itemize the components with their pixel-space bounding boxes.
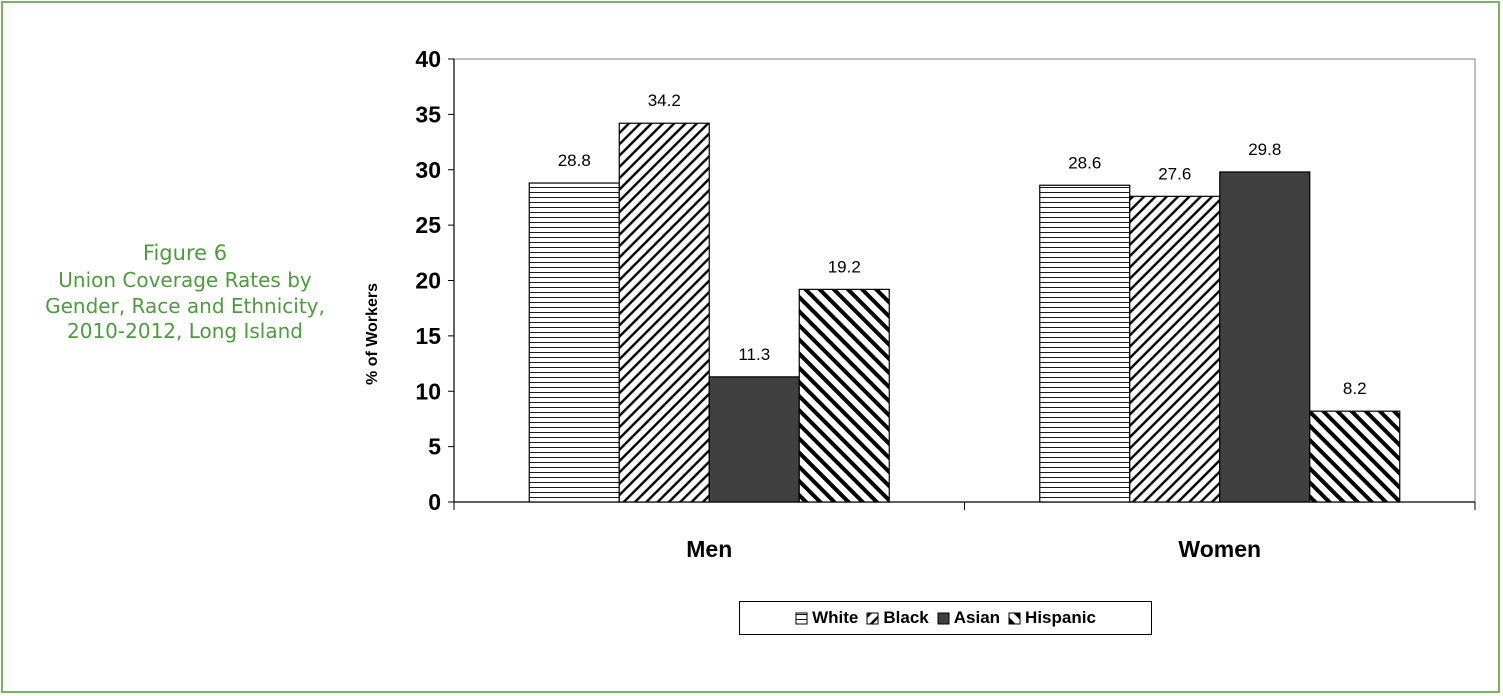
y-tick-label: 25 [415,212,441,238]
data-label: 29.8 [1248,140,1281,159]
legend-label: White [812,608,859,627]
data-label: 28.8 [558,151,591,170]
bar-black-men [618,122,710,503]
data-label: 8.2 [1343,379,1367,398]
legend-item-asian: Asian [937,608,1000,628]
legend-swatch [1008,612,1021,624]
legend-label: Hispanic [1025,608,1096,627]
figure-number: Figure 6 [142,241,228,265]
y-tick-label: 35 [415,101,441,127]
bar-black-women [1129,195,1221,503]
bar-hispanic-men [798,288,890,503]
data-label: 27.6 [1158,164,1191,183]
chart-legend: White Black Asian Hispanic [739,601,1152,635]
data-label: 19.2 [828,257,861,276]
data-label: 34.2 [648,91,681,110]
x-axis: Men Women [453,501,1476,562]
bar-hispanic-women [1309,410,1401,503]
bar-asian-men [708,376,800,503]
y-tick-label: 10 [415,378,441,404]
legend-swatch [795,612,808,624]
x-category-label: Men [686,536,732,562]
legend-item-white: White [795,608,858,628]
data-labels-group: 28.8 34.2 11.3 19.2 28.6 27.6 29.8 8.2 [558,91,1367,398]
y-tick-label: 5 [428,434,441,460]
y-tick-label: 30 [415,157,441,183]
y-axis-label: % of Workers [364,283,381,385]
legend-label: Asian [953,608,1001,627]
y-tick-label: 15 [415,323,441,349]
data-label: 11.3 [738,345,770,364]
figure-caption: Figure 6 Union Coverage Rates by Gender,… [40,240,330,345]
figure-description: Union Coverage Rates by Gender, Race and… [45,268,325,343]
bars-group [528,122,1401,503]
x-category-label: Women [1178,536,1261,562]
legend-swatch [866,612,879,624]
bar-white-women [1039,184,1131,503]
bar-white-men [528,182,620,503]
y-tick-label: 0 [428,489,441,515]
y-tick-label: 20 [415,268,441,294]
legend-item-black: Black [866,608,929,628]
legend-swatch [937,612,950,624]
data-label: 28.6 [1068,153,1101,172]
legend-item-hispanic: Hispanic [1008,608,1096,628]
y-tick-label: 40 [415,46,441,72]
y-axis: 0 5 10 15 20 25 30 35 40 [415,46,455,515]
bar-asian-women [1219,171,1311,503]
legend-label: Black [883,608,929,627]
